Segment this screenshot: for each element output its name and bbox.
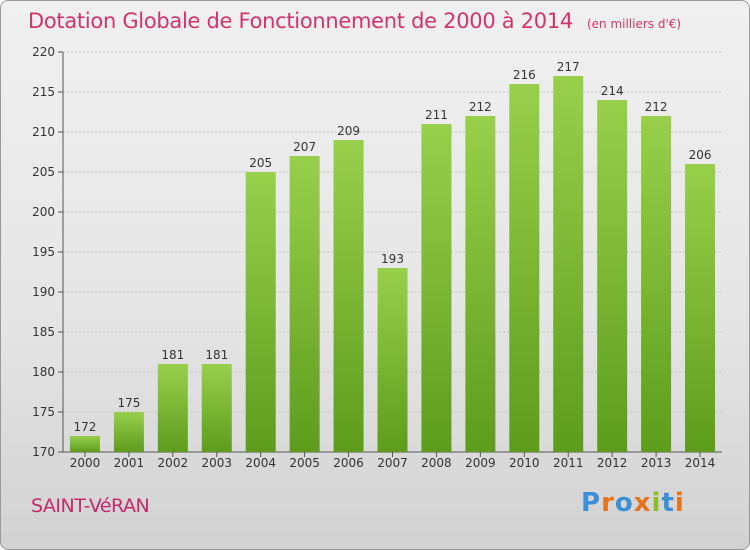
bar — [69, 436, 100, 452]
y-tick-label: 170 — [32, 445, 55, 459]
y-tick-label: 215 — [32, 85, 55, 99]
bar — [333, 140, 364, 452]
y-tick-label: 185 — [32, 325, 55, 339]
bar — [421, 124, 452, 452]
x-tick-label: 2002 — [158, 456, 189, 470]
x-tick-label: 2008 — [421, 456, 452, 470]
bar-value-label: 205 — [249, 156, 272, 170]
logo-letter: x — [633, 488, 652, 518]
x-tick-label: 2004 — [245, 456, 276, 470]
bar — [465, 116, 496, 452]
bar — [641, 116, 672, 452]
bar-value-label: 209 — [337, 124, 360, 138]
bar-value-label: 175 — [117, 396, 140, 410]
bar — [289, 156, 320, 452]
bar — [597, 100, 628, 452]
y-tick-label: 180 — [32, 365, 55, 379]
proxiti-logo: Proxiti — [581, 488, 685, 518]
x-tick-label: 2001 — [114, 456, 145, 470]
bar-value-label: 181 — [205, 348, 228, 362]
x-tick-label: 2003 — [201, 456, 232, 470]
bar-value-label: 216 — [513, 68, 536, 82]
x-tick-label: 2011 — [553, 456, 584, 470]
bar-value-label: 206 — [689, 148, 712, 162]
bar — [157, 364, 188, 452]
logo-letter: i — [674, 488, 685, 518]
y-tick-label: 190 — [32, 285, 55, 299]
y-tick-label: 220 — [32, 45, 55, 59]
bar — [245, 172, 276, 452]
y-tick-label: 210 — [32, 125, 55, 139]
bar-value-label: 193 — [381, 252, 404, 266]
chart-subtitle: (en milliers d'€) — [586, 17, 682, 31]
x-tick-label: 2012 — [597, 456, 628, 470]
logo-letter: o — [614, 488, 634, 518]
bar-value-label: 181 — [161, 348, 184, 362]
x-tick-label: 2006 — [333, 456, 364, 470]
bar — [553, 76, 584, 452]
bar-value-label: 172 — [74, 420, 97, 434]
x-tick-label: 2013 — [641, 456, 672, 470]
logo-letter: i — [651, 488, 662, 518]
bar — [377, 268, 408, 452]
x-tick-label: 2005 — [289, 456, 320, 470]
data-labels: 172 175 181 181 205 207 209 193 211 212 216 217 214 2… — [74, 60, 712, 434]
bar-value-label: 217 — [557, 60, 580, 74]
bar-value-label: 212 — [469, 100, 492, 114]
y-tick-label: 175 — [32, 405, 55, 419]
bar-value-label: 212 — [645, 100, 668, 114]
commune-name: SAINT-VéRAN — [31, 495, 150, 517]
y-tick-label: 200 — [32, 205, 55, 219]
y-tick-label: 205 — [32, 165, 55, 179]
title-row: Dotation Globale de Fonctionnement de 20… — [28, 9, 681, 33]
bar — [201, 364, 232, 452]
bar — [685, 164, 716, 452]
x-tick-label: 2014 — [685, 456, 716, 470]
x-tick-label: 2009 — [465, 456, 496, 470]
x-tick-label: 2000 — [70, 456, 101, 470]
x-tick-label: 2007 — [377, 456, 408, 470]
bar-value-label: 214 — [601, 84, 624, 98]
logo-letter: t — [661, 488, 675, 518]
chart-title: Dotation Globale de Fonctionnement de 20… — [28, 9, 573, 33]
logo-letter: P — [581, 488, 602, 518]
bar-value-label: 211 — [425, 108, 448, 122]
y-tick-label: 195 — [32, 245, 55, 259]
logo-letter: r — [601, 488, 615, 518]
bar-value-label: 207 — [293, 140, 316, 154]
bar — [509, 84, 540, 452]
bars — [69, 76, 716, 452]
x-tick-label: 2010 — [509, 456, 540, 470]
bar — [113, 412, 144, 452]
